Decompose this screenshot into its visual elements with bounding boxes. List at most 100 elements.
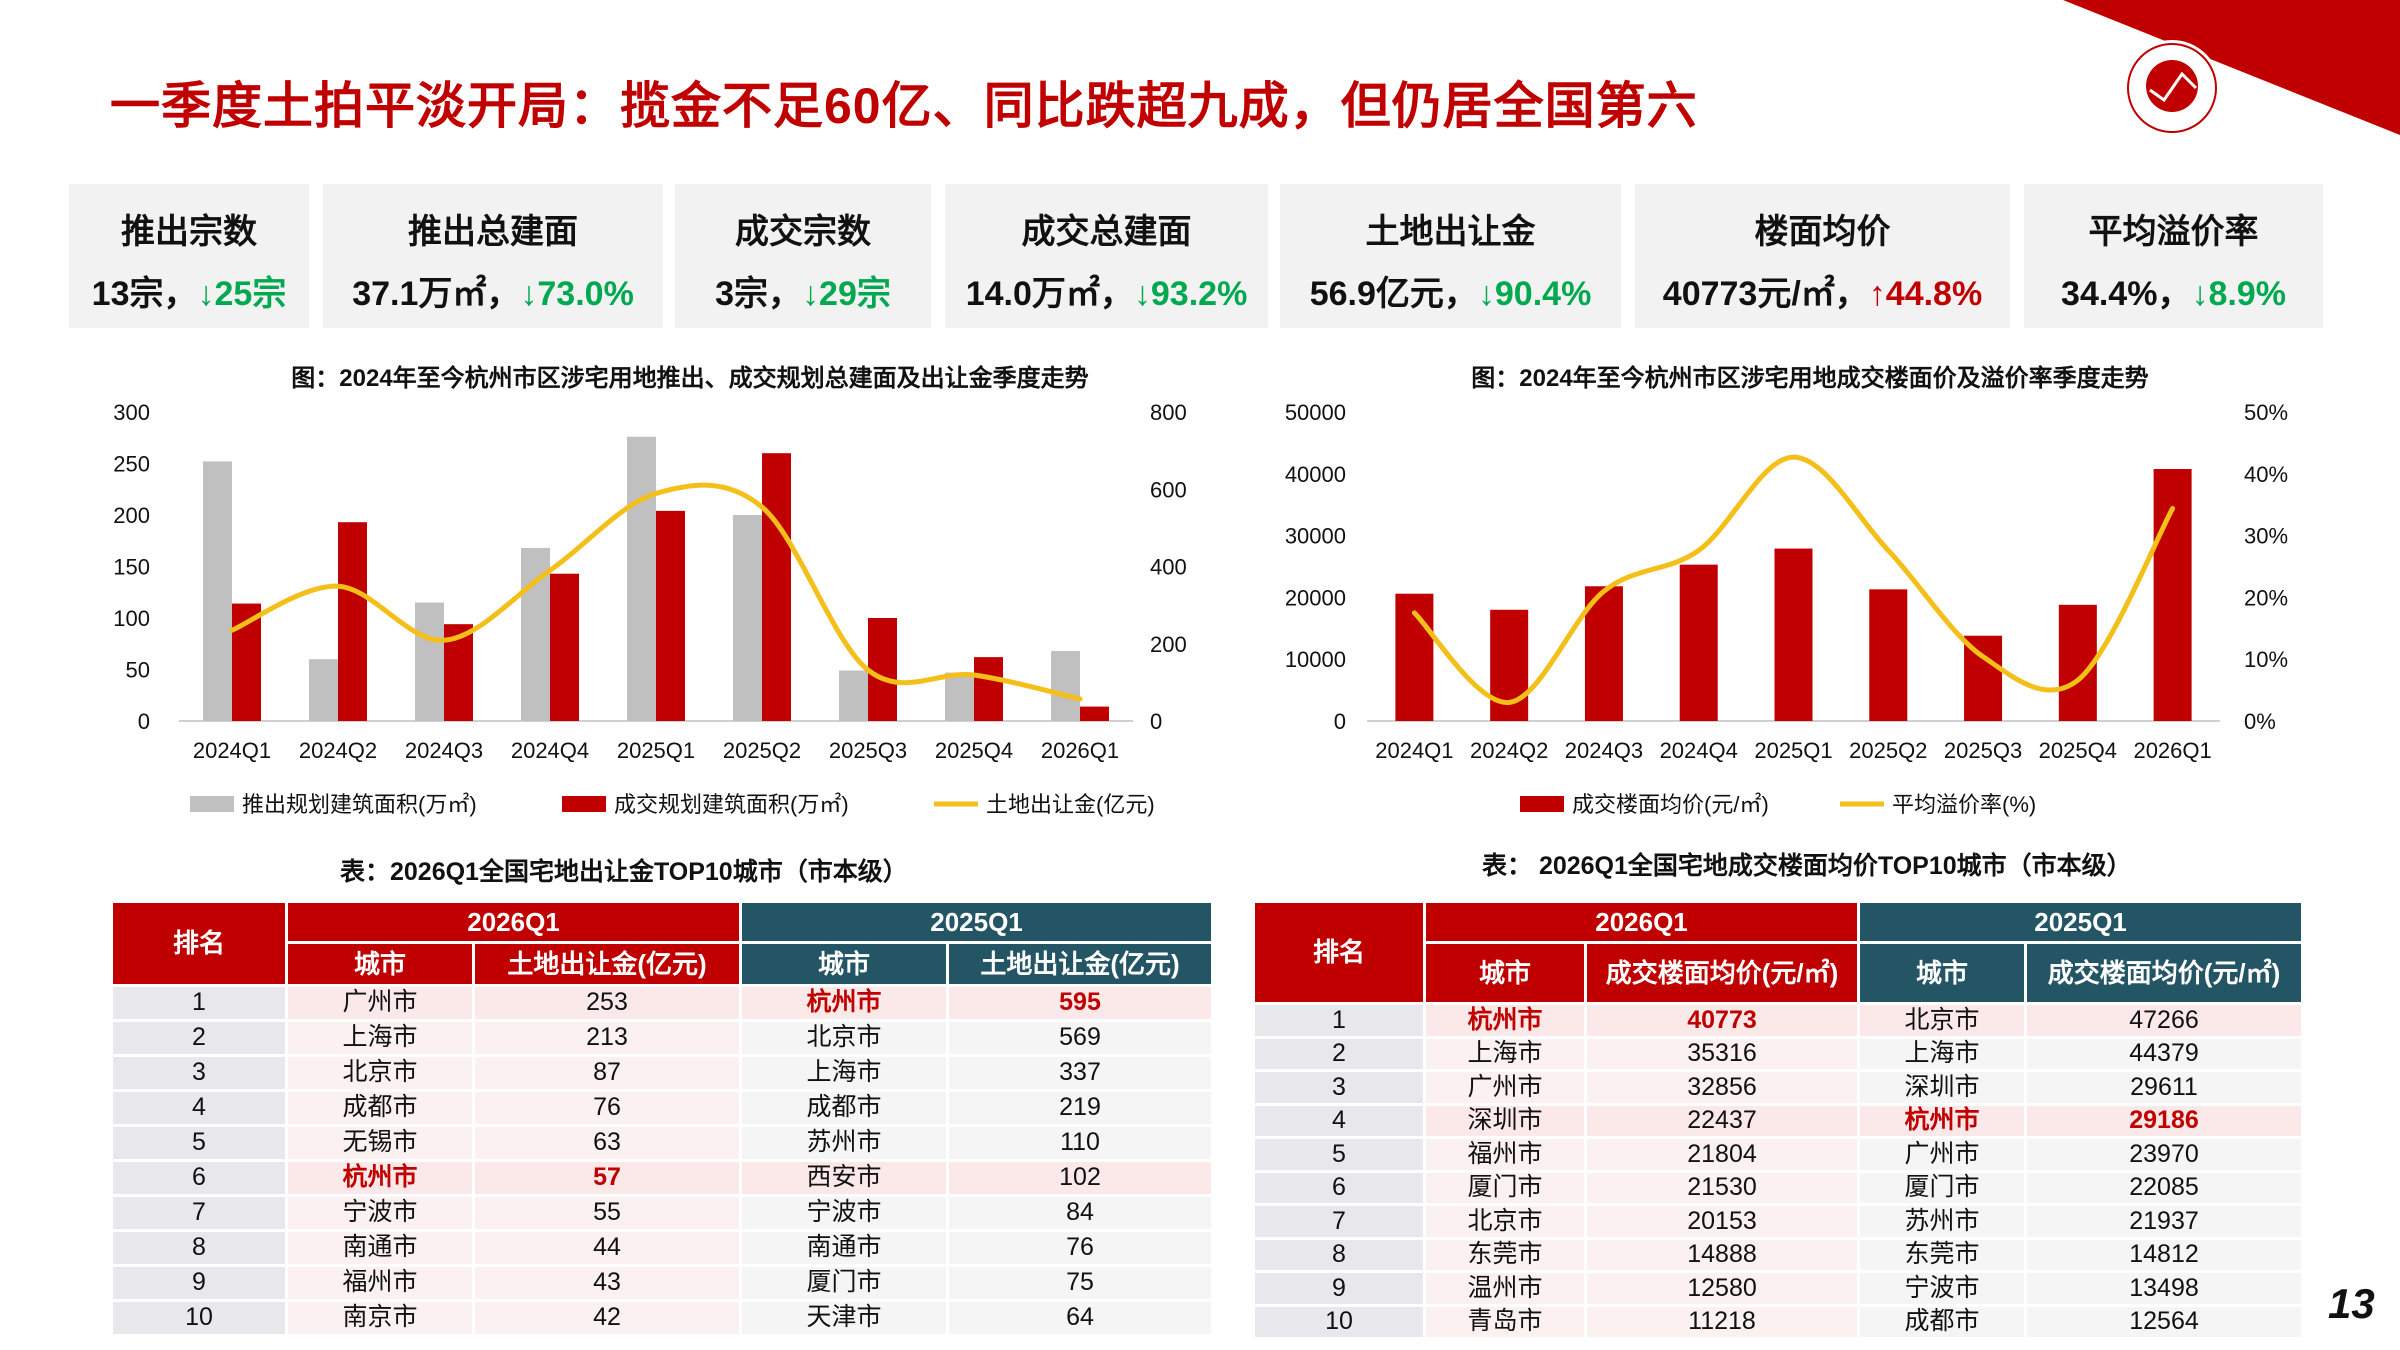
value-cell: 11218 xyxy=(1587,1306,1857,1337)
kpi-value-line: 34.4%，↓8.9% xyxy=(2024,266,2323,315)
table-row: 2 上海市 213 北京市 569 xyxy=(113,1022,1211,1054)
x-tick-label: 2026Q1 xyxy=(1041,738,1119,763)
value-cell: 42 xyxy=(475,1302,739,1334)
header-group-2026q1: 2026Q1 xyxy=(1426,903,1857,941)
logo-corner xyxy=(2063,0,2400,136)
value-cell: 44 xyxy=(475,1232,739,1264)
kpi-label: 成交总建面 xyxy=(1021,213,1192,251)
value-cell: 87 xyxy=(475,1057,739,1089)
kpi-value: 13宗， xyxy=(91,275,198,313)
table-row: 7 宁波市 55 宁波市 84 xyxy=(113,1197,1211,1229)
bar-supply xyxy=(1051,650,1080,721)
value-cell: 29186 xyxy=(2027,1105,2301,1136)
bar-supply xyxy=(415,602,444,721)
header-value: 土地出让金(亿元) xyxy=(949,944,1211,984)
value-cell: 43 xyxy=(475,1267,739,1299)
value-cell: 569 xyxy=(949,1022,1211,1054)
header-city: 城市 xyxy=(1860,944,2024,1002)
bar-supply xyxy=(203,461,232,721)
rank-cell: 6 xyxy=(1255,1172,1423,1203)
city-cell: 杭州市 xyxy=(288,1162,472,1194)
value-cell: 21804 xyxy=(1587,1139,1857,1170)
bar-deal xyxy=(1869,589,1908,721)
header-rank: 排名 xyxy=(1255,903,1423,1002)
x-tick-label: 2024Q3 xyxy=(405,738,483,763)
city-cell: 深圳市 xyxy=(1426,1105,1584,1136)
kpi-card: 成交宗数 3宗，↓29宗 xyxy=(675,184,931,328)
city-cell: 宁波市 xyxy=(288,1197,472,1229)
value-cell: 32856 xyxy=(1587,1072,1857,1103)
kpi-value-line: 37.1万㎡，↓73.0% xyxy=(323,266,663,315)
kpi-value-line: 13宗，↓25宗 xyxy=(69,266,309,315)
header-group-2025q1: 2025Q1 xyxy=(1860,903,2301,941)
bar-deal xyxy=(1774,548,1813,721)
value-cell: 44379 xyxy=(2027,1038,2301,1069)
table-row: 10 青岛市 11218 成都市 12564 xyxy=(1255,1306,2301,1337)
city-cell: 温州市 xyxy=(1426,1273,1584,1304)
header-city: 城市 xyxy=(288,944,472,984)
kpi-change: ↓93.2% xyxy=(1133,275,1248,313)
value-cell: 55 xyxy=(475,1197,739,1229)
city-cell: 宁波市 xyxy=(742,1197,946,1229)
table-row: 5 福州市 21804 广州市 23970 xyxy=(1255,1139,2301,1170)
table-floor-price-top10: 排名 2026Q1 2025Q1 城市 成交楼面均价(元/㎡) 城市 成交楼面均… xyxy=(1252,900,2304,1340)
y2-tick-label: 0 xyxy=(1150,709,1162,734)
table1-title: 表：2026Q1全国宅地出让金TOP10城市（市本级） xyxy=(340,858,908,886)
kpi-card: 土地出让金 56.9亿元，↓90.4% xyxy=(1280,184,1621,328)
city-cell: 广州市 xyxy=(288,987,472,1019)
value-cell: 29611 xyxy=(2027,1072,2301,1103)
city-cell: 东莞市 xyxy=(1426,1239,1584,1270)
city-cell: 南通市 xyxy=(288,1232,472,1264)
x-tick-label: 2025Q1 xyxy=(1754,738,1832,763)
bar-deal xyxy=(1080,706,1109,721)
x-tick-label: 2024Q1 xyxy=(1375,738,1453,763)
table-row: 7 北京市 20153 苏州市 21937 xyxy=(1255,1206,2301,1237)
y-tick-label: 10000 xyxy=(1285,647,1346,672)
city-cell: 杭州市 xyxy=(1426,1005,1584,1036)
value-cell: 102 xyxy=(949,1162,1211,1194)
city-cell: 成都市 xyxy=(1860,1306,2024,1337)
header-group-2025q1: 2025Q1 xyxy=(742,903,1211,941)
x-tick-label: 2024Q4 xyxy=(511,738,589,763)
header-value: 成交楼面均价(元/㎡) xyxy=(2027,944,2301,1002)
kpi-value: 34.4%， xyxy=(2061,275,2192,313)
y2-tick-label: 20% xyxy=(2244,585,2288,610)
rank-cell: 7 xyxy=(113,1197,285,1229)
x-tick-label: 2025Q2 xyxy=(723,738,801,763)
y-tick-label: 100 xyxy=(113,606,150,631)
chart2-title: 图：2024年至今杭州市区涉宅用地成交楼面价及溢价率季度走势 xyxy=(1471,365,2149,392)
kpi-change: ↓8.9% xyxy=(2191,275,2286,313)
rank-cell: 8 xyxy=(1255,1239,1423,1270)
legend-swatch xyxy=(562,796,606,812)
rank-cell: 5 xyxy=(113,1127,285,1159)
x-tick-label: 2024Q3 xyxy=(1565,738,1643,763)
value-cell: 76 xyxy=(949,1232,1211,1264)
y-tick-label: 50 xyxy=(126,658,150,683)
city-cell: 西安市 xyxy=(742,1162,946,1194)
city-cell: 北京市 xyxy=(1426,1206,1584,1237)
city-cell: 北京市 xyxy=(1860,1005,2024,1036)
value-cell: 337 xyxy=(949,1057,1211,1089)
rank-cell: 3 xyxy=(1255,1072,1423,1103)
kpi-value: 14.0万㎡， xyxy=(965,275,1134,313)
header-city: 城市 xyxy=(742,944,946,984)
city-cell: 厦门市 xyxy=(742,1267,946,1299)
kpi-label: 推出总建面 xyxy=(408,213,578,251)
china-index-academy-logo-icon xyxy=(2124,40,2220,136)
bar-deal xyxy=(550,573,579,721)
page-title: 一季度土拍平淡开局：揽金不足60亿、同比跌超九成，但仍居全国第六 xyxy=(110,78,1698,134)
header-value: 土地出让金(亿元) xyxy=(475,944,739,984)
value-cell: 22437 xyxy=(1587,1105,1857,1136)
value-cell: 57 xyxy=(475,1162,739,1194)
x-tick-label: 2024Q1 xyxy=(193,738,271,763)
value-cell: 110 xyxy=(949,1127,1211,1159)
y2-tick-label: 0% xyxy=(2244,709,2276,734)
y-tick-label: 200 xyxy=(113,503,150,528)
rank-cell: 1 xyxy=(1255,1005,1423,1036)
value-cell: 13498 xyxy=(2027,1273,2301,1304)
table-row: 3 北京市 87 上海市 337 xyxy=(113,1057,1211,1089)
bar-deal xyxy=(868,618,897,721)
header-rank: 排名 xyxy=(113,903,285,984)
kpi-change: ↑44.8% xyxy=(1868,275,1983,313)
y-tick-label: 150 xyxy=(113,555,150,580)
